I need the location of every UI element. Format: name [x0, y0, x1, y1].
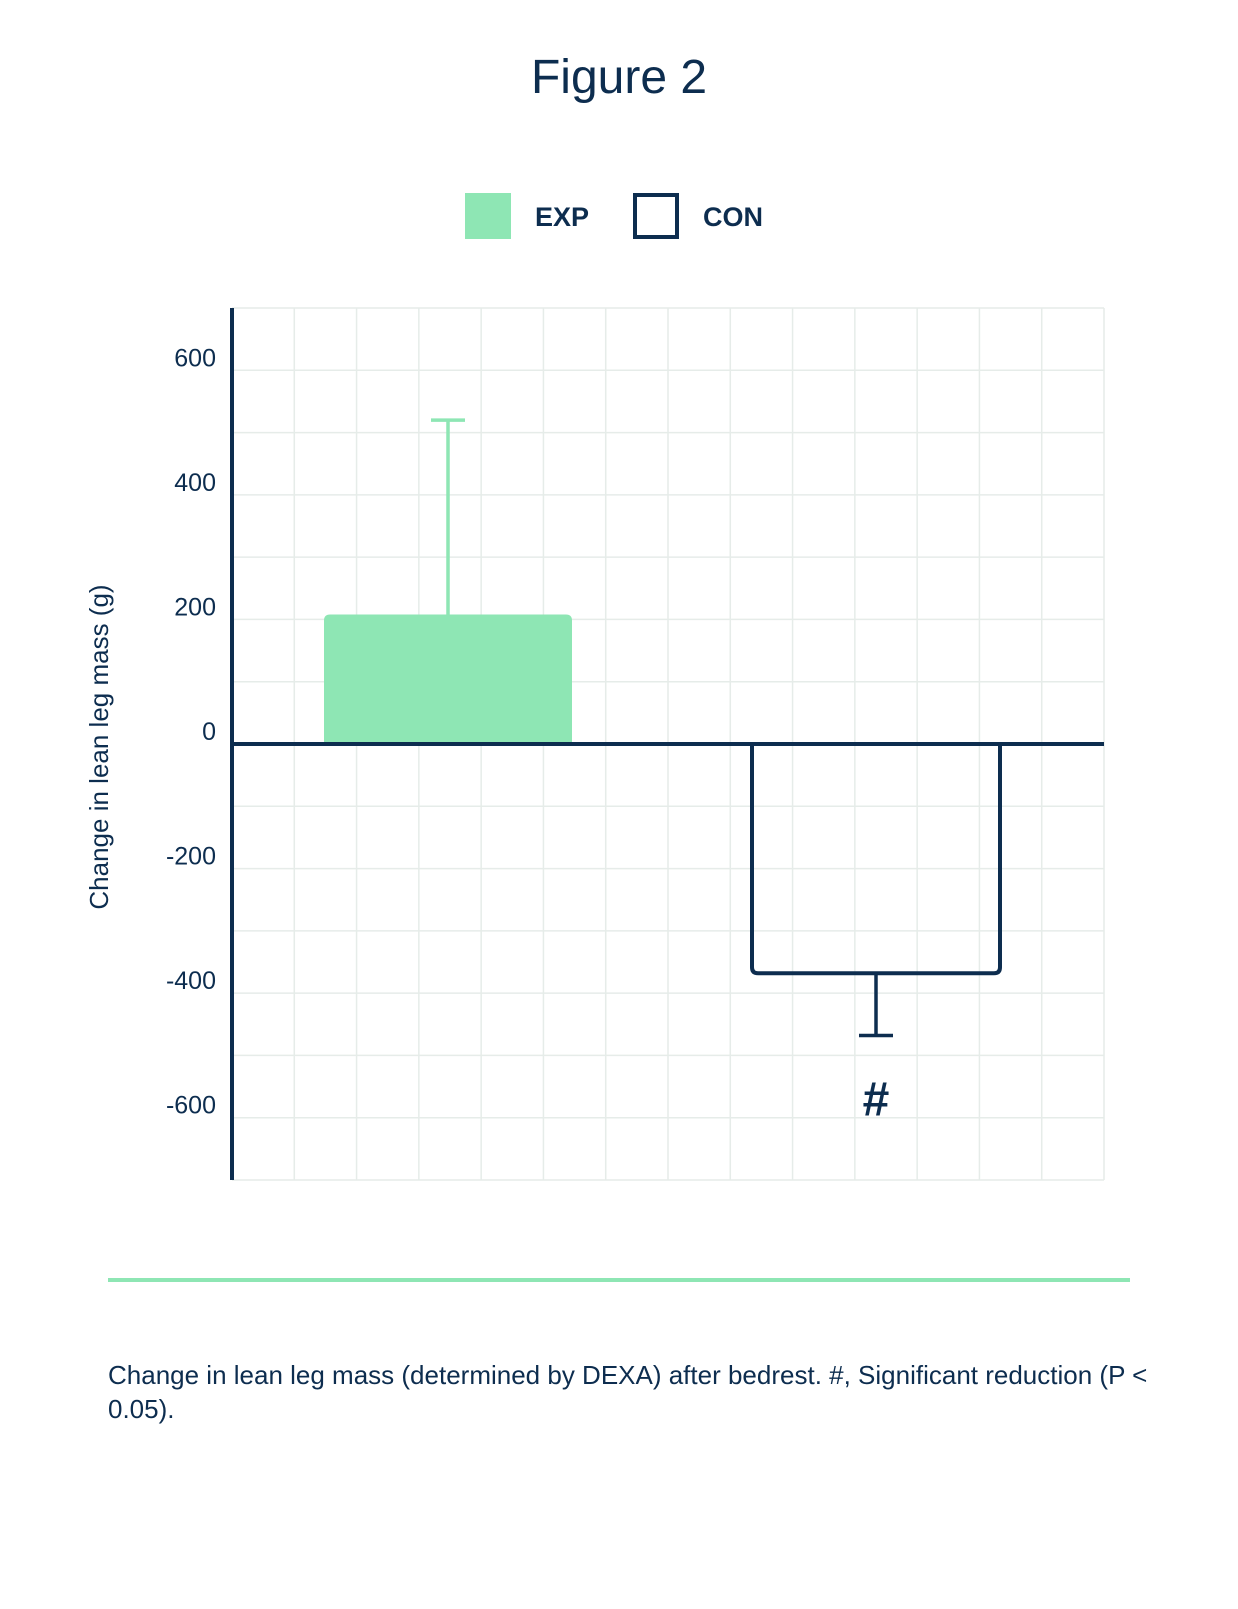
y-tick-label: -400 — [166, 967, 216, 995]
chart-labels: 600 400 200 0 -200 -400 -600 Change in lean leg… — [84, 344, 889, 1126]
caption-divider — [108, 1278, 1130, 1282]
bar-exp — [324, 614, 572, 744]
legend-swatch-con — [633, 193, 679, 239]
y-tick-label: 600 — [174, 344, 216, 372]
y-tick-label: -600 — [166, 1092, 216, 1120]
figure-caption: Change in lean leg mass (determined by D… — [108, 1360, 1148, 1424]
chart-legend: EXP CON — [465, 193, 763, 239]
legend-label-exp: EXP — [535, 202, 589, 232]
y-axis-label: Change in lean leg mass (g) — [84, 584, 114, 909]
y-tick-label: 0 — [202, 718, 216, 746]
bar-chart: EXP CON 600 400 200 0 -200 -400 -600 Change in l… — [84, 193, 1105, 1181]
significance-annotation: # — [863, 1073, 890, 1126]
chart-bars — [324, 418, 1002, 1038]
chart-axes — [230, 308, 1104, 1180]
y-tick-label: -200 — [166, 843, 216, 871]
bar-con — [750, 744, 1002, 976]
y-tick-label: 400 — [174, 469, 216, 497]
figure-title: Figure 2 — [530, 51, 708, 104]
legend-swatch-exp — [465, 193, 511, 239]
legend-label-con: CON — [703, 202, 763, 232]
y-tick-label: 200 — [174, 593, 216, 621]
